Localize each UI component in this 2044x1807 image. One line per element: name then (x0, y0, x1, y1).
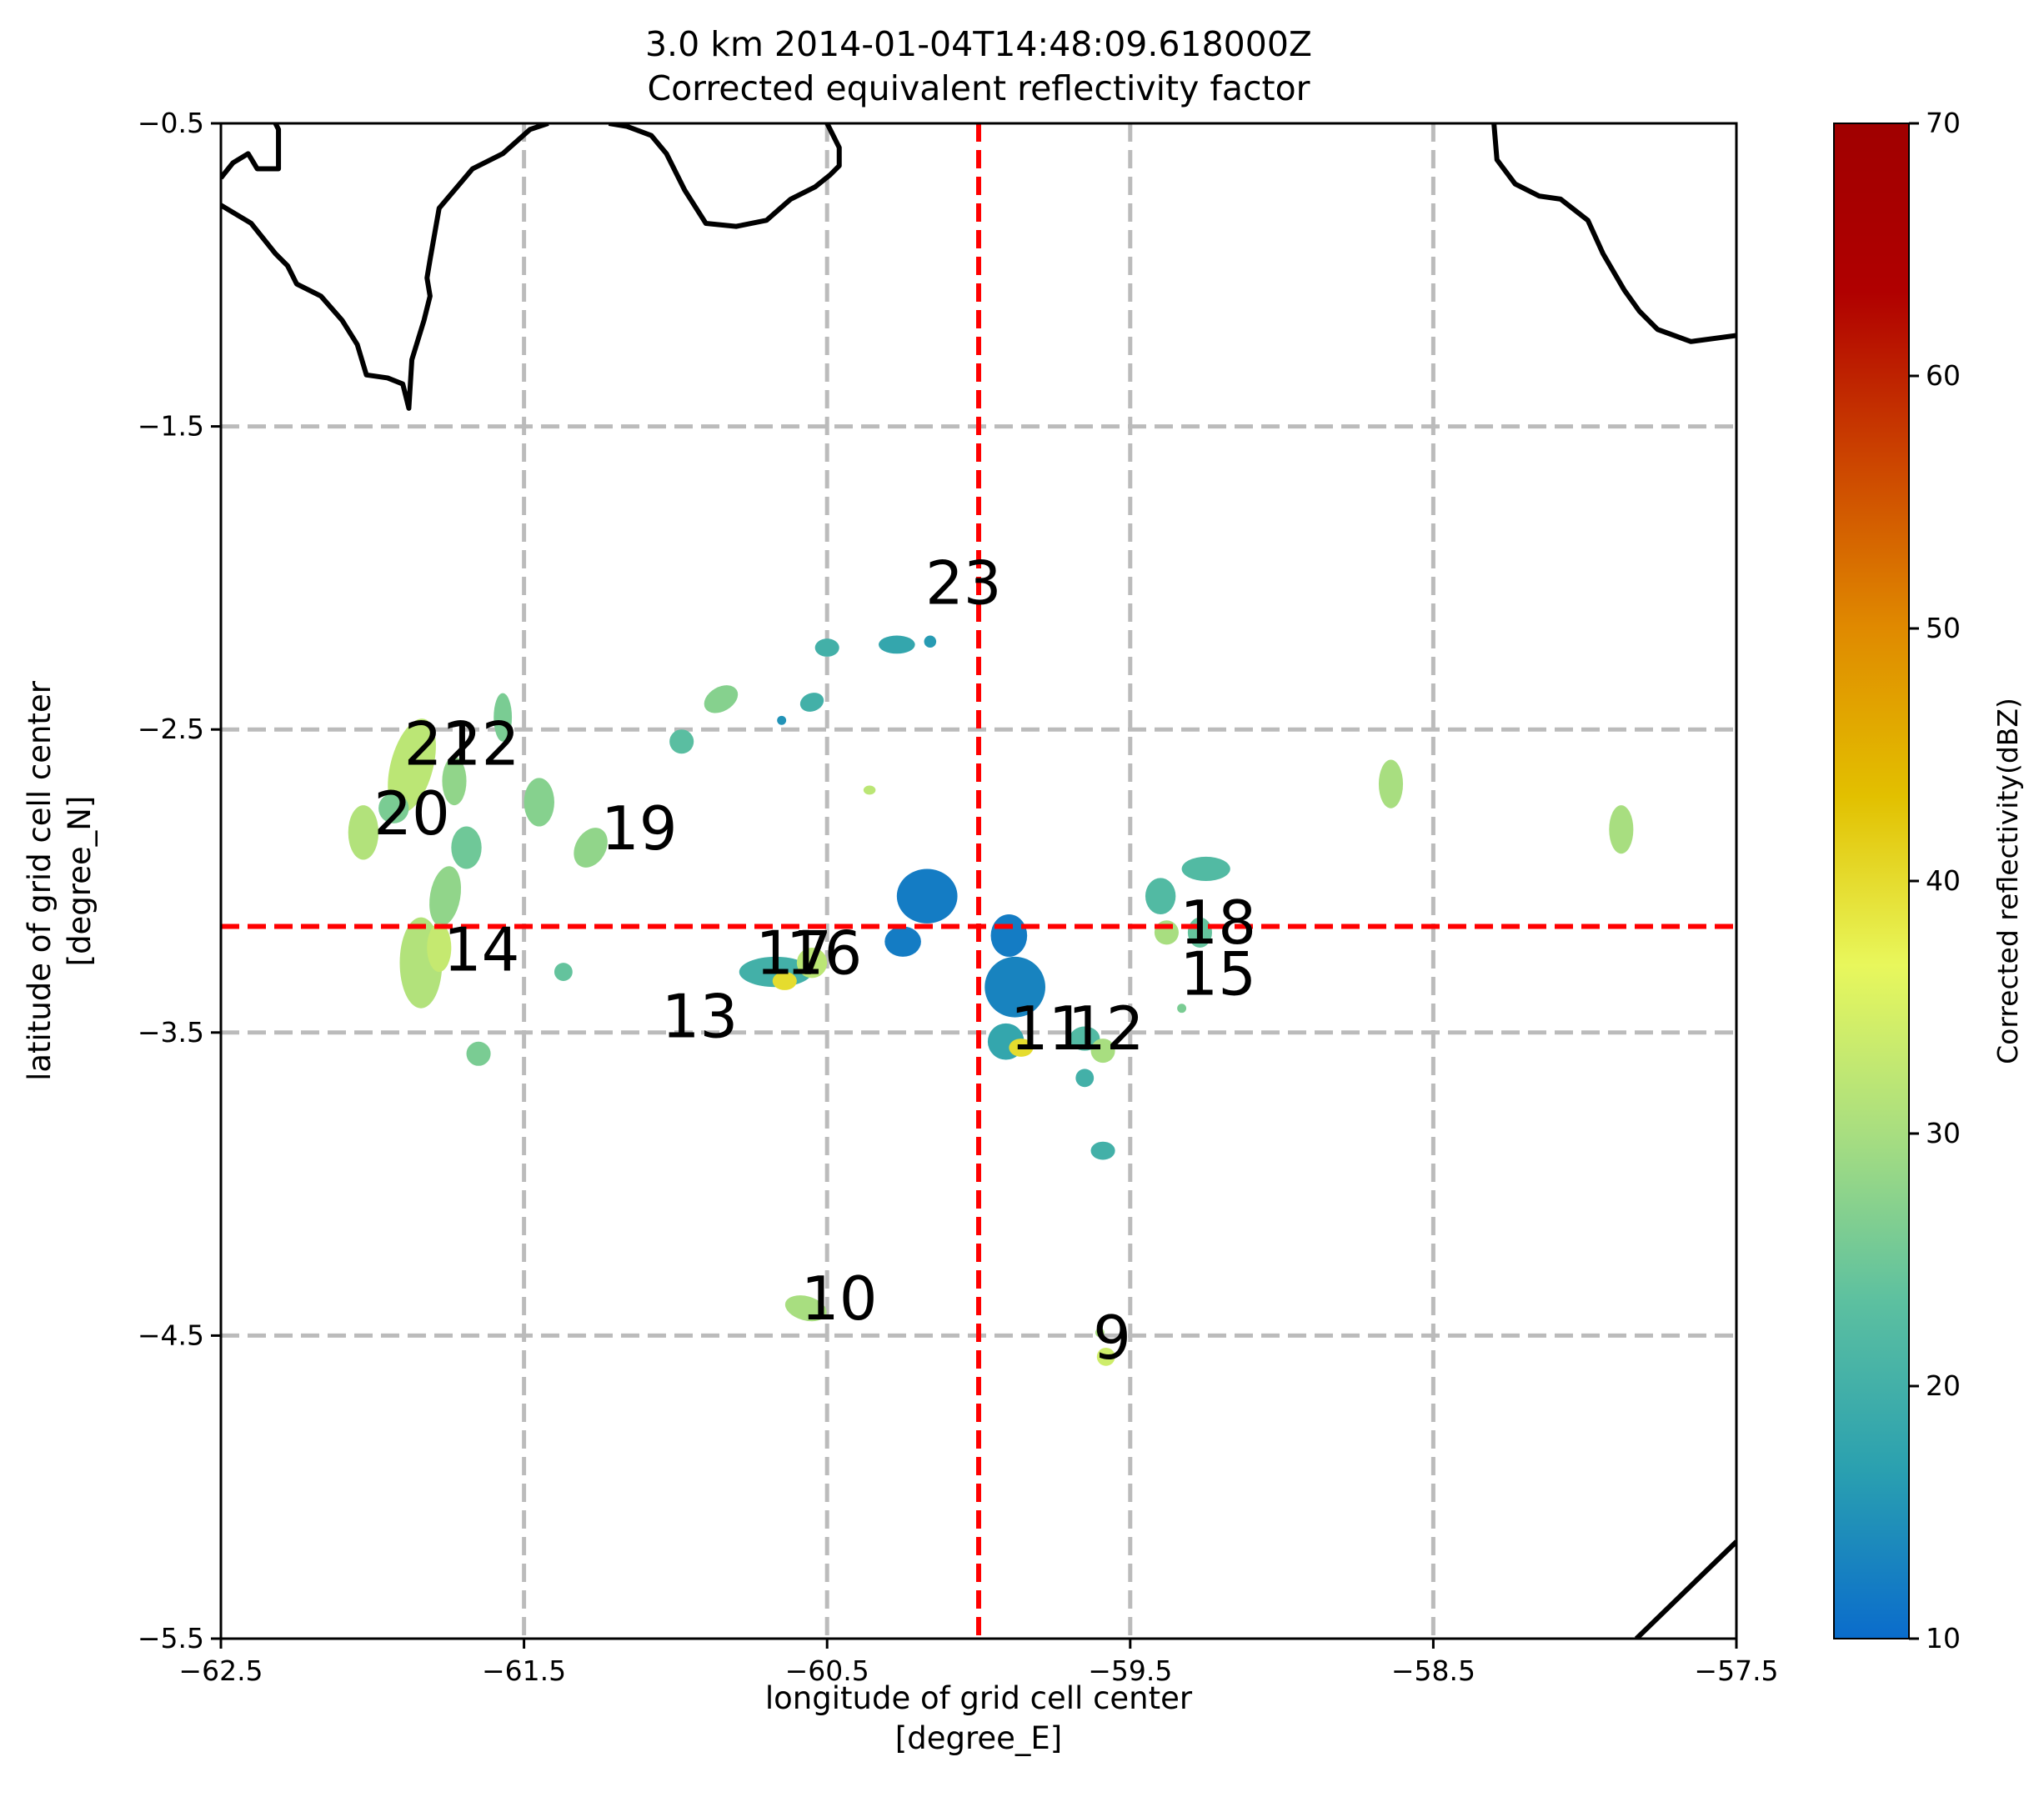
reflectivity-echo (554, 963, 573, 981)
colorbar-tick-label: 20 (1926, 1369, 1961, 1402)
reflectivity-echo (1145, 878, 1176, 914)
reflectivity-echo (427, 923, 452, 973)
x-tick-label: −57.5 (1694, 1654, 1778, 1687)
plot-frame (219, 122, 1738, 1640)
reflectivity-echo (884, 926, 921, 957)
coastlines (221, 123, 1736, 1639)
coastline (608, 123, 842, 229)
x-tick-label: −60.5 (785, 1654, 869, 1687)
reflectivity-echo (896, 868, 958, 924)
cell-label: 11 (1010, 994, 1087, 1064)
reflectivity-echo (784, 1295, 827, 1322)
reflectivity-echo (704, 685, 739, 713)
colorbar-tick-label: 30 (1926, 1117, 1961, 1149)
reflectivity-echo (669, 729, 694, 754)
reflectivity-echo (1075, 1069, 1095, 1088)
reflectivity-echo (442, 756, 467, 806)
reflectivity-echo (348, 805, 379, 860)
x-tick-label: −61.5 (482, 1654, 566, 1687)
coastline (1634, 1539, 1736, 1639)
cell-label: 15 (1180, 939, 1256, 1009)
reflectivity-echo (990, 914, 1028, 957)
reflectivity-echo (388, 718, 436, 813)
colorbar-ticks: 10 20 30 40 50 60 70 (1909, 107, 1961, 1654)
x-axis-label-line-2: [degree_E] (895, 1720, 1062, 1756)
colorbar-tick-label: 10 (1926, 1622, 1961, 1654)
reflectivity-echo (574, 828, 608, 868)
reflectivity-echo (879, 635, 915, 654)
cell-label: 16 (786, 918, 863, 988)
coastline (1491, 123, 1736, 344)
reflectivity-echo (984, 956, 1045, 1018)
colorbar-tick-label: 40 (1926, 864, 1961, 897)
colorbar (1833, 123, 1910, 1639)
y-axis-label-line-1: latitude of grid cell center (22, 680, 58, 1081)
cell-label: 9 (1093, 1303, 1131, 1373)
reflectivity-echo (1177, 1004, 1187, 1014)
reflectivity-echo (1095, 1328, 1105, 1338)
reflectivity-echo (772, 972, 797, 990)
reflectivity-echo (378, 793, 409, 823)
y-axis-ticks: −5.5 −4.5 −3.5 −2.5 −1.5 −0.5 (138, 107, 221, 1654)
colorbar-tick-label: 70 (1926, 107, 1961, 139)
reflectivity-echo (1090, 1039, 1115, 1064)
reflectivity-echo (524, 778, 554, 827)
x-axis-label-line-1: longitude of grid cell center (765, 1680, 1193, 1716)
colorbar-tick-label: 60 (1926, 359, 1961, 392)
reflectivity-echo (814, 638, 839, 657)
reflectivity-echo (799, 693, 824, 712)
reflectivity-echo (863, 785, 876, 795)
y-tick-label: −5.5 (138, 1622, 204, 1654)
reflectivity-echo (1090, 1141, 1115, 1160)
cell-label: 22 (443, 708, 520, 778)
coastline (221, 123, 549, 411)
reflectivity-echo (493, 693, 513, 742)
y-tick-label: −0.5 (138, 107, 204, 139)
x-tick-label: −58.5 (1391, 1654, 1475, 1687)
colorbar-tick-label: 50 (1926, 612, 1961, 644)
crosshair-lines (221, 123, 1736, 1639)
chart-title-line-1: 3.0 km 2014-01-04T14:48:09.618000Z (645, 24, 1312, 64)
cell-label: 20 (373, 778, 450, 848)
cell-label: 14 (443, 915, 520, 985)
cell-label: 23 (925, 548, 1002, 618)
y-axis-label-line-2: [degree_N] (62, 796, 98, 967)
reflectivity-echoes (348, 635, 1634, 1366)
y-tick-label: −2.5 (138, 713, 204, 745)
colorbar-label: Corrected reflectivity(dBZ) (1991, 698, 2024, 1064)
reflectivity-echo (796, 947, 828, 979)
reflectivity-echo (1096, 1347, 1115, 1366)
y-tick-label: −3.5 (138, 1016, 204, 1049)
x-tick-label: −59.5 (1088, 1654, 1172, 1687)
reflectivity-echo (1609, 805, 1634, 854)
reflectivity-echo (924, 635, 937, 648)
reflectivity-echo (1070, 1026, 1100, 1051)
reflectivity-echo (1378, 759, 1404, 808)
chart-title-line-2: Corrected equivalent reflectivity factor (647, 68, 1310, 108)
x-tick-label: −62.5 (178, 1654, 263, 1687)
reflectivity-echo (1009, 1039, 1034, 1057)
reflectivity-echo (777, 715, 787, 725)
cell-label: 18 (1180, 888, 1256, 958)
reflectivity-echo (451, 826, 482, 869)
cell-label: 12 (1068, 994, 1145, 1064)
reflectivity-echo (1181, 856, 1230, 882)
x-axis-ticks: −62.5 −61.5 −60.5 −59.5 −58.5 −57.5 (178, 1639, 1779, 1687)
cell-label: 13 (662, 982, 739, 1052)
cell-label: 17 (755, 918, 832, 988)
y-tick-label: −4.5 (138, 1319, 204, 1351)
reflectivity-echo (466, 1041, 491, 1066)
y-tick-label: −1.5 (138, 410, 204, 443)
reflectivity-echo (429, 866, 462, 927)
cell-label: 19 (601, 793, 678, 863)
coastline (221, 123, 282, 180)
cell-label: 10 (801, 1264, 878, 1334)
cell-label: 21 (404, 708, 481, 778)
